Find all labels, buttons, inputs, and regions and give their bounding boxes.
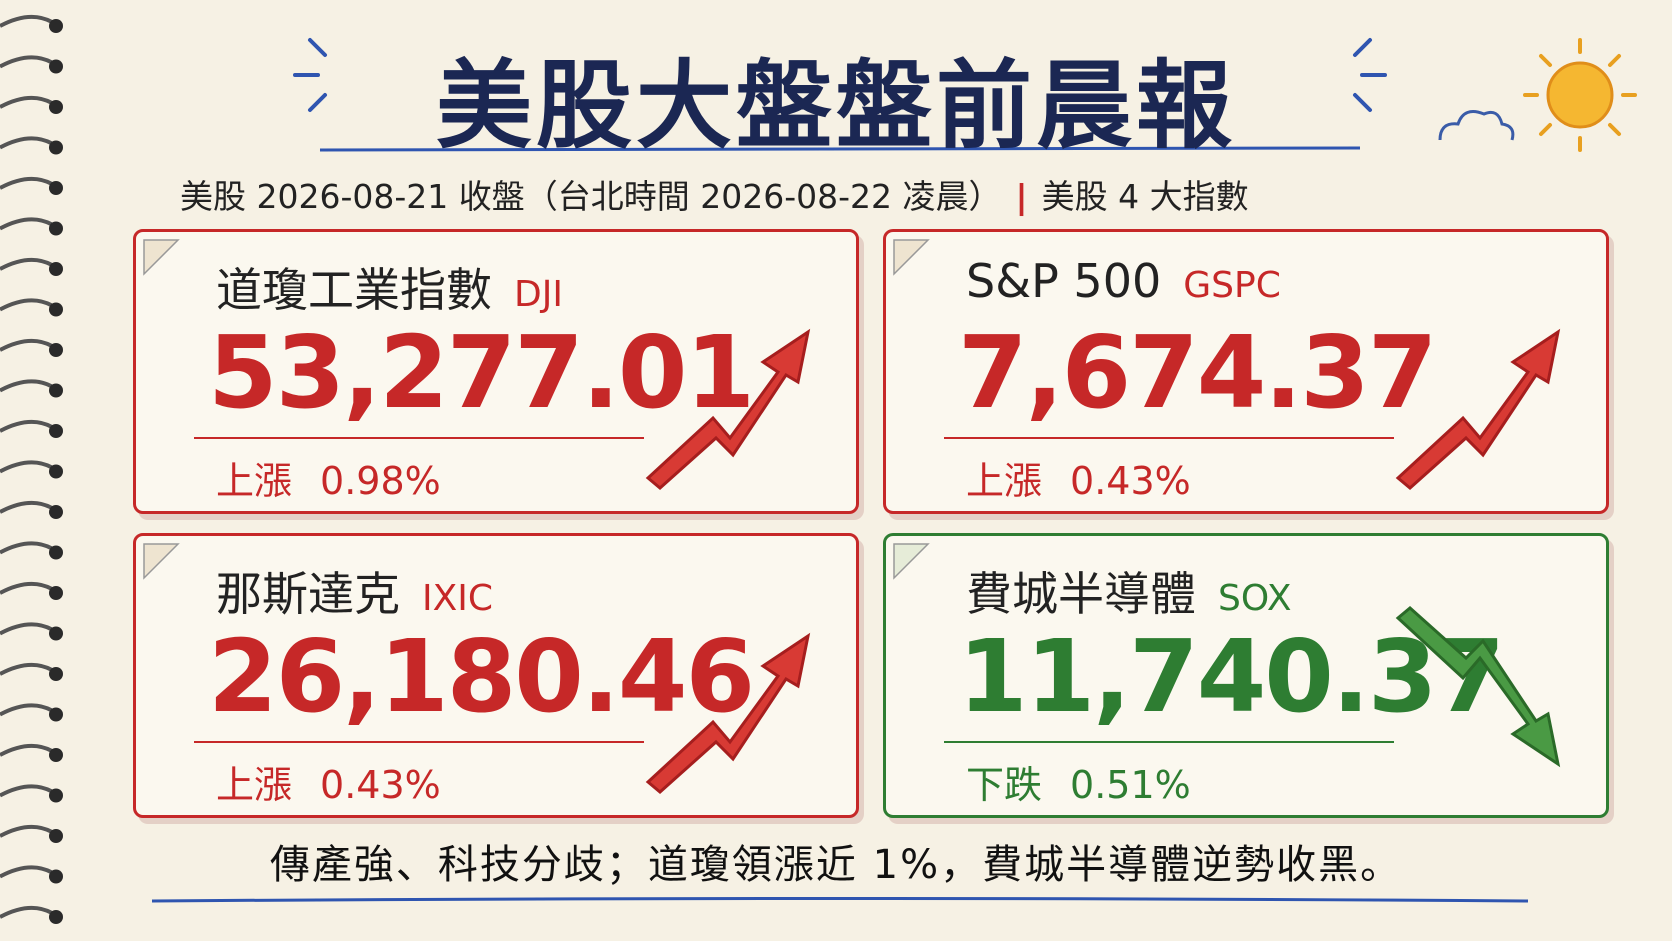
- ring: [0, 824, 63, 843]
- direction: 下跌: [966, 763, 1043, 807]
- change: 0.43%: [1070, 459, 1191, 503]
- index-card: 費城半導體 SOX 11,740.37 下跌 0.51%: [883, 533, 1609, 818]
- title-decoration: [293, 38, 1387, 152]
- ring: [0, 703, 63, 722]
- corner: [143, 239, 180, 276]
- index-code: SOX: [1218, 578, 1292, 619]
- ring: [0, 460, 63, 479]
- direction: 上漲: [216, 459, 293, 503]
- ring: [0, 581, 63, 600]
- change-row: 上漲 0.43%: [216, 754, 441, 809]
- ring: [0, 662, 63, 681]
- change: 0.98%: [320, 459, 441, 503]
- tag: 美股 4 大指數: [1041, 177, 1249, 216]
- index-code: IXIC: [422, 578, 494, 619]
- separator: |: [1015, 177, 1028, 216]
- index-code: DJI: [514, 274, 563, 315]
- ring: [0, 541, 63, 560]
- index-name-row: 道瓊工業指數 DJI: [216, 254, 563, 320]
- ring: [0, 298, 63, 317]
- ring: [0, 743, 63, 762]
- corner: [143, 543, 180, 580]
- index-name: S&P 500: [966, 254, 1162, 308]
- ring: [0, 217, 63, 236]
- spiral-binding: [0, 14, 63, 924]
- ring: [0, 257, 63, 276]
- index-name: 那斯達克: [216, 567, 400, 621]
- ring: [0, 865, 63, 884]
- ring: [0, 622, 63, 641]
- ring: [0, 784, 63, 803]
- direction: 上漲: [216, 763, 293, 807]
- title: 美股大盤盤前晨報: [436, 50, 1236, 162]
- index-name: 道瓊工業指數: [216, 263, 492, 317]
- up-arrow: [645, 632, 811, 794]
- index-card: S&P 500 GSPC 7,674.37 上漲 0.43%: [883, 229, 1609, 514]
- index-card: 道瓊工業指數 DJI 53,277.01 上漲 0.98%: [133, 229, 859, 514]
- down-arrow: [1395, 606, 1561, 768]
- corner: [893, 543, 930, 580]
- change-row: 上漲 0.43%: [966, 450, 1191, 505]
- change-row: 上漲 0.98%: [216, 450, 441, 505]
- rule: [194, 741, 644, 743]
- index-value: 53,277.01: [208, 314, 755, 431]
- footer: 傳產強、科技分歧；道瓊領漲近 1%，費城半導體逆勢收黑。: [269, 842, 1403, 888]
- index-code: GSPC: [1183, 265, 1281, 306]
- ring: [0, 379, 63, 398]
- change: 0.43%: [320, 763, 441, 807]
- ring: [0, 338, 63, 357]
- ring: [0, 419, 63, 438]
- index-value: 7,674.37: [958, 314, 1437, 431]
- up-arrow: [1395, 328, 1561, 490]
- index-card: 那斯達克 IXIC 26,180.46 上漲 0.43%: [133, 533, 859, 818]
- sun-decoration: [1438, 38, 1637, 152]
- corner: [893, 239, 930, 276]
- ring: [0, 95, 63, 114]
- index-name-row: 那斯達克 IXIC: [216, 558, 493, 624]
- subtitle-row: 美股 2026-08-21 收盤（台北時間 2026-08-22 凌晨） | 美股 …: [180, 170, 1249, 218]
- ring: [0, 14, 63, 33]
- index-name: 費城半導體: [966, 567, 1196, 621]
- up-arrow: [645, 328, 811, 490]
- index-name-row: 費城半導體 SOX: [966, 558, 1292, 624]
- index-value: 11,740.37: [958, 618, 1505, 735]
- ring: [0, 55, 63, 74]
- ring: [0, 136, 63, 155]
- direction: 上漲: [966, 459, 1043, 503]
- change: 0.51%: [1070, 763, 1191, 807]
- subtitle: 美股 2026-08-21 收盤（台北時間 2026-08-22 凌晨）: [180, 177, 1002, 216]
- ring: [0, 176, 63, 195]
- footer-underline: [151, 897, 1529, 903]
- index-value: 26,180.46: [208, 618, 755, 735]
- ring: [0, 905, 63, 924]
- rule: [194, 437, 644, 439]
- rule: [944, 741, 1394, 743]
- index-name-row: S&P 500 GSPC: [966, 254, 1281, 308]
- change-row: 下跌 0.51%: [966, 754, 1191, 809]
- rule: [944, 437, 1394, 439]
- ring: [0, 500, 63, 519]
